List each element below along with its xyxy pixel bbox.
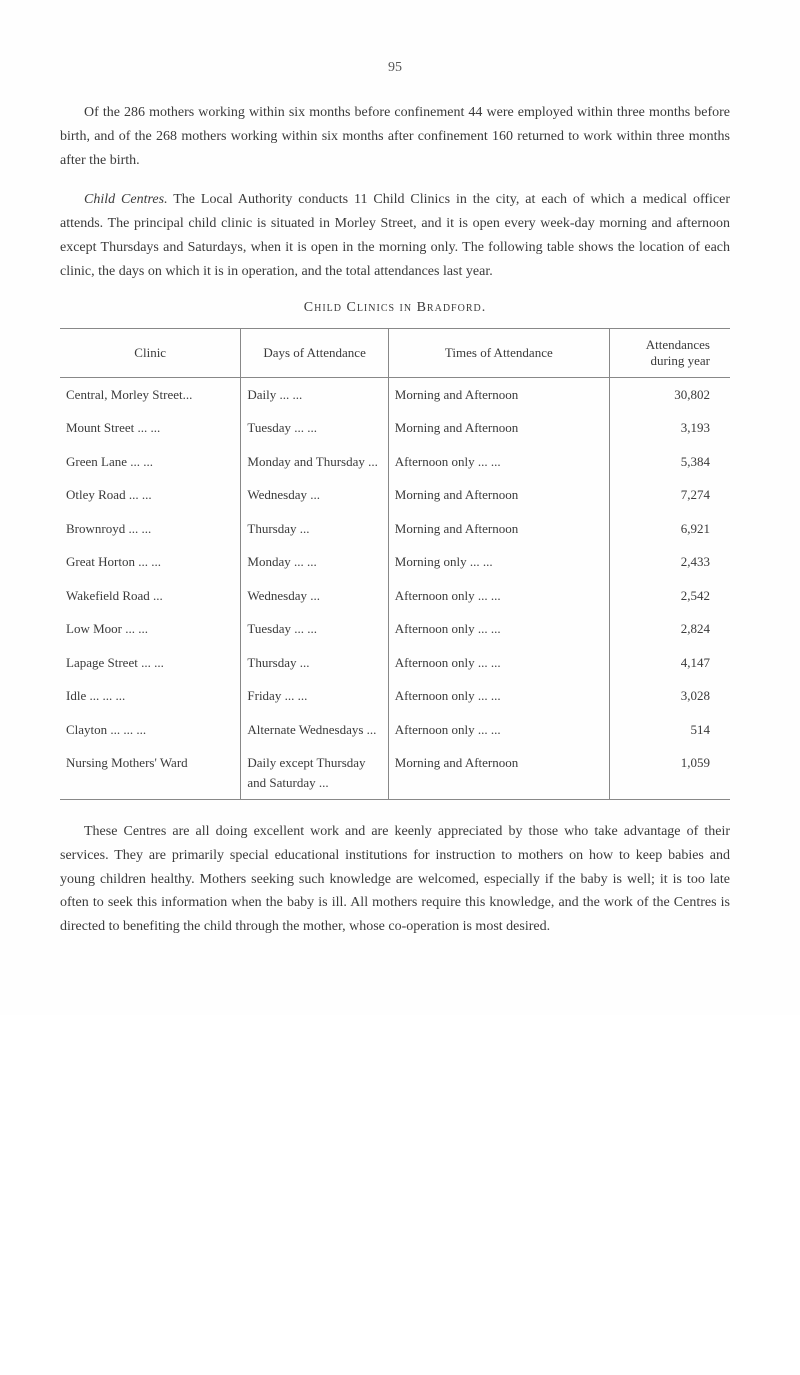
- cell-times: Afternoon only ... ...: [388, 579, 609, 613]
- cell-days: Daily ... ...: [241, 377, 388, 411]
- document-page: 95 Of the 286 mothers working within six…: [0, 0, 800, 1015]
- table-row: Mount Street ... ... Tuesday ... ... Mor…: [60, 411, 730, 445]
- cell-attendances: 5,384: [609, 445, 730, 479]
- cell-times: Morning and Afternoon: [388, 411, 609, 445]
- cell-clinic: Central, Morley Street...: [60, 377, 241, 411]
- cell-attendances: 3,028: [609, 679, 730, 713]
- cell-days: Monday and Thursday ...: [241, 445, 388, 479]
- cell-times: Afternoon only ... ...: [388, 646, 609, 680]
- cell-clinic: Green Lane ... ...: [60, 445, 241, 479]
- clinics-table: Clinic Days of Attendance Times of Atten…: [60, 328, 730, 801]
- table-header-row: Clinic Days of Attendance Times of Atten…: [60, 328, 730, 377]
- cell-times: Morning only ... ...: [388, 545, 609, 579]
- cell-attendances: 6,921: [609, 512, 730, 546]
- cell-times: Morning and Afternoon: [388, 377, 609, 411]
- cell-attendances: 3,193: [609, 411, 730, 445]
- cell-attendances: 2,824: [609, 612, 730, 646]
- cell-days: Thursday ...: [241, 646, 388, 680]
- page-number: 95: [60, 60, 730, 76]
- cell-attendances: 7,274: [609, 478, 730, 512]
- cell-clinic: Low Moor ... ...: [60, 612, 241, 646]
- table-row: Lapage Street ... ... Thursday ... After…: [60, 646, 730, 680]
- cell-times: Afternoon only ... ...: [388, 612, 609, 646]
- cell-times: Morning and Afternoon: [388, 478, 609, 512]
- cell-days: Thursday ...: [241, 512, 388, 546]
- paragraph-2: Child Centres. The Local Authority condu…: [60, 188, 730, 283]
- cell-times: Afternoon only ... ...: [388, 679, 609, 713]
- table-row: Low Moor ... ... Tuesday ... ... Afterno…: [60, 612, 730, 646]
- cell-clinic: Brownroyd ... ...: [60, 512, 241, 546]
- table-row: Clayton ... ... ... Alternate Wednesdays…: [60, 713, 730, 747]
- table-row: Nursing Mothers' Ward Daily except Thurs…: [60, 746, 730, 800]
- cell-days: Wednesday ...: [241, 478, 388, 512]
- cell-clinic: Great Horton ... ...: [60, 545, 241, 579]
- paragraph-1: Of the 286 mothers working within six mo…: [60, 101, 730, 172]
- cell-days: Friday ... ...: [241, 679, 388, 713]
- cell-days: Daily except Thursday and Saturday ...: [241, 746, 388, 800]
- cell-attendances: 1,059: [609, 746, 730, 800]
- cell-days: Wednesday ...: [241, 579, 388, 613]
- table-row: Wakefield Road ... Wednesday ... Afterno…: [60, 579, 730, 613]
- table-row: Central, Morley Street... Daily ... ... …: [60, 377, 730, 411]
- cell-clinic: Otley Road ... ...: [60, 478, 241, 512]
- cell-clinic: Clayton ... ... ...: [60, 713, 241, 747]
- cell-clinic: Wakefield Road ...: [60, 579, 241, 613]
- cell-times: Morning and Afternoon: [388, 746, 609, 800]
- cell-times: Afternoon only ... ...: [388, 445, 609, 479]
- table-body: Central, Morley Street... Daily ... ... …: [60, 377, 730, 800]
- cell-clinic: Idle ... ... ...: [60, 679, 241, 713]
- paragraph-3: These Centres are all doing excellent wo…: [60, 820, 730, 939]
- cell-days: Monday ... ...: [241, 545, 388, 579]
- header-times: Times of Attendance: [388, 328, 609, 377]
- table-row: Green Lane ... ... Monday and Thursday .…: [60, 445, 730, 479]
- cell-attendances: 514: [609, 713, 730, 747]
- paragraph-2-heading: Child Centres.: [84, 192, 168, 207]
- cell-attendances: 2,433: [609, 545, 730, 579]
- cell-days: Tuesday ... ...: [241, 612, 388, 646]
- cell-attendances: 4,147: [609, 646, 730, 680]
- table-row: Brownroyd ... ... Thursday ... Morning a…: [60, 512, 730, 546]
- cell-clinic: Lapage Street ... ...: [60, 646, 241, 680]
- header-attendances: Attendances during year: [609, 328, 730, 377]
- cell-attendances: 30,802: [609, 377, 730, 411]
- cell-clinic: Nursing Mothers' Ward: [60, 746, 241, 800]
- header-days: Days of Attendance: [241, 328, 388, 377]
- table-row: Great Horton ... ... Monday ... ... Morn…: [60, 545, 730, 579]
- table-title: Child Clinics in Bradford.: [60, 300, 730, 316]
- table-row: Idle ... ... ... Friday ... ... Afternoo…: [60, 679, 730, 713]
- cell-attendances: 2,542: [609, 579, 730, 613]
- cell-clinic: Mount Street ... ...: [60, 411, 241, 445]
- header-clinic: Clinic: [60, 328, 241, 377]
- table-row: Otley Road ... ... Wednesday ... Morning…: [60, 478, 730, 512]
- cell-times: Morning and Afternoon: [388, 512, 609, 546]
- cell-days: Alternate Wednesdays ...: [241, 713, 388, 747]
- cell-times: Afternoon only ... ...: [388, 713, 609, 747]
- cell-days: Tuesday ... ...: [241, 411, 388, 445]
